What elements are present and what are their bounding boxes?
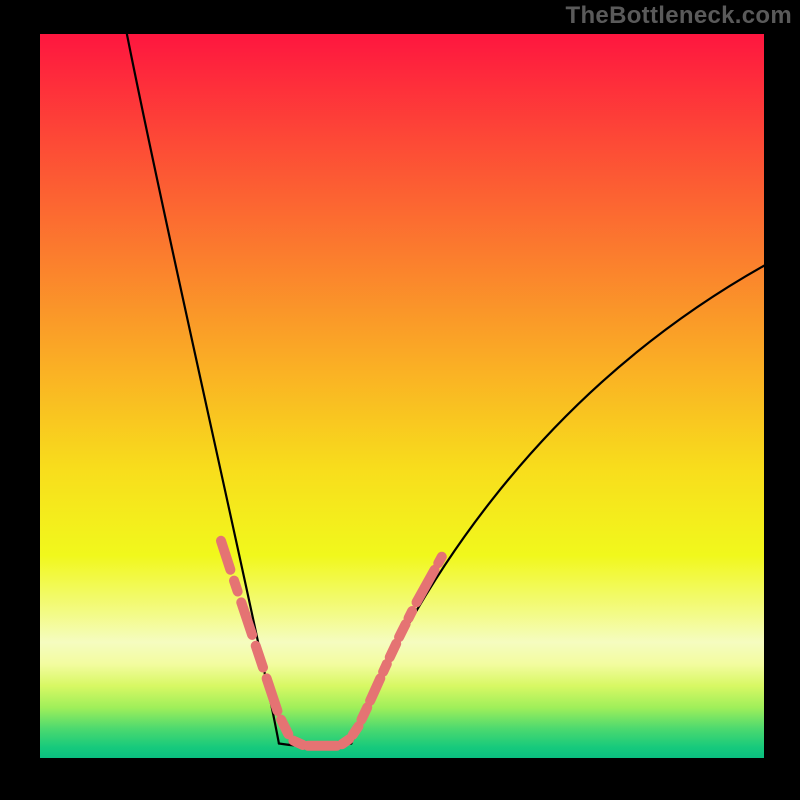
plot-area <box>40 34 764 758</box>
chart-container: TheBottleneck.com <box>0 0 800 800</box>
bottleneck-chart-svg <box>40 34 764 758</box>
watermark-text: TheBottleneck.com <box>566 2 792 30</box>
